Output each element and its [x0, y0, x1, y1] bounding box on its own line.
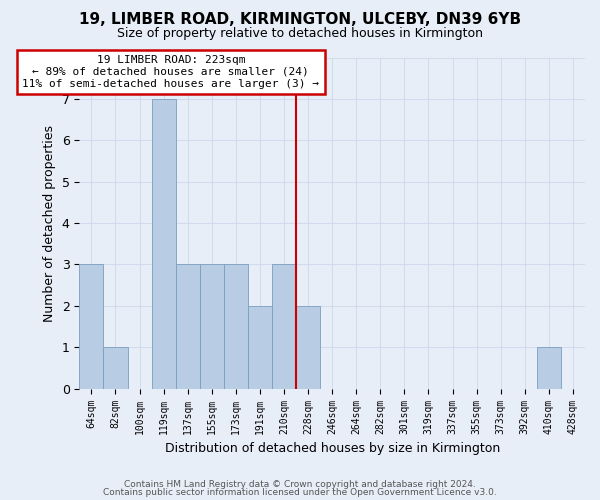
Bar [224, 264, 248, 388]
Bar [296, 306, 320, 388]
Bar [272, 264, 296, 388]
Bar [152, 99, 176, 388]
Bar [200, 264, 224, 388]
Bar [248, 306, 272, 388]
Text: 19 LIMBER ROAD: 223sqm
← 89% of detached houses are smaller (24)
11% of semi-det: 19 LIMBER ROAD: 223sqm ← 89% of detached… [22, 56, 319, 88]
Bar [176, 264, 200, 388]
Text: 19, LIMBER ROAD, KIRMINGTON, ULCEBY, DN39 6YB: 19, LIMBER ROAD, KIRMINGTON, ULCEBY, DN3… [79, 12, 521, 28]
Text: Contains HM Land Registry data © Crown copyright and database right 2024.: Contains HM Land Registry data © Crown c… [124, 480, 476, 489]
Text: Size of property relative to detached houses in Kirmington: Size of property relative to detached ho… [117, 28, 483, 40]
Bar [103, 348, 128, 389]
X-axis label: Distribution of detached houses by size in Kirmington: Distribution of detached houses by size … [164, 442, 500, 455]
Text: Contains public sector information licensed under the Open Government Licence v3: Contains public sector information licen… [103, 488, 497, 497]
Bar [79, 264, 103, 388]
Bar [537, 348, 561, 389]
Y-axis label: Number of detached properties: Number of detached properties [43, 124, 56, 322]
